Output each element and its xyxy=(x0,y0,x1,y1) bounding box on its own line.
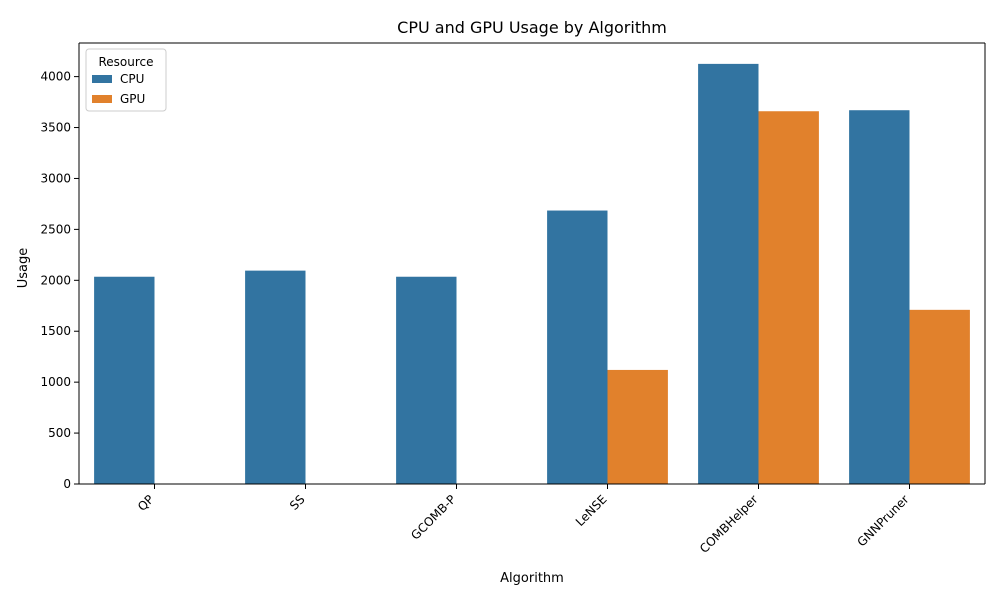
x-tick-label: LeNSE xyxy=(573,492,610,529)
y-axis: 0 500 1000 1500 2000 2500 3000 3500 4000 xyxy=(40,70,79,491)
x-axis: QP SS GCOMB-P LeNSE COMBHelper GNNPruner xyxy=(135,484,912,556)
bar-gpu-combhelper xyxy=(758,111,819,484)
x-tick-label: GCOMB-P xyxy=(408,492,458,542)
y-tick-label: 500 xyxy=(48,426,71,440)
y-tick-label: 4000 xyxy=(40,70,71,84)
x-tick-label: SS xyxy=(287,492,308,513)
bars-group xyxy=(94,63,970,485)
legend-label-gpu: GPU xyxy=(120,92,145,106)
y-tick-label: 1000 xyxy=(40,375,71,389)
bar-gpu-gnnpruner xyxy=(909,309,970,484)
y-tick-label: 3000 xyxy=(40,171,71,185)
legend: Resource CPU GPU xyxy=(85,48,167,112)
legend-swatch-cpu xyxy=(92,75,112,83)
y-tick-label: 2500 xyxy=(40,222,71,236)
y-tick-label: 2000 xyxy=(40,273,71,287)
y-tick-label: 3500 xyxy=(40,121,71,135)
legend-swatch-gpu xyxy=(92,95,112,103)
bar-cpu-lense xyxy=(547,210,608,485)
bar-cpu-gcomb-p xyxy=(396,276,457,484)
bar-cpu-gnnpruner xyxy=(849,110,910,485)
y-axis-label: Usage xyxy=(16,248,31,289)
bar-gpu-lense xyxy=(607,369,668,484)
x-tick-label: GNNPruner xyxy=(855,492,912,549)
legend-label-cpu: CPU xyxy=(120,72,144,86)
bar-cpu-combhelper xyxy=(698,63,759,484)
chart-title: CPU and GPU Usage by Algorithm xyxy=(397,18,667,37)
x-tick-label: COMBHelper xyxy=(697,492,761,556)
bar-cpu-ss xyxy=(245,270,306,484)
y-tick-label: 1500 xyxy=(40,324,71,338)
x-axis-label: Algorithm xyxy=(500,571,564,586)
x-tick-label: QP xyxy=(135,492,157,514)
legend-title: Resource xyxy=(98,55,153,69)
bar-cpu-qp xyxy=(94,276,155,484)
y-tick-label: 0 xyxy=(63,477,71,491)
